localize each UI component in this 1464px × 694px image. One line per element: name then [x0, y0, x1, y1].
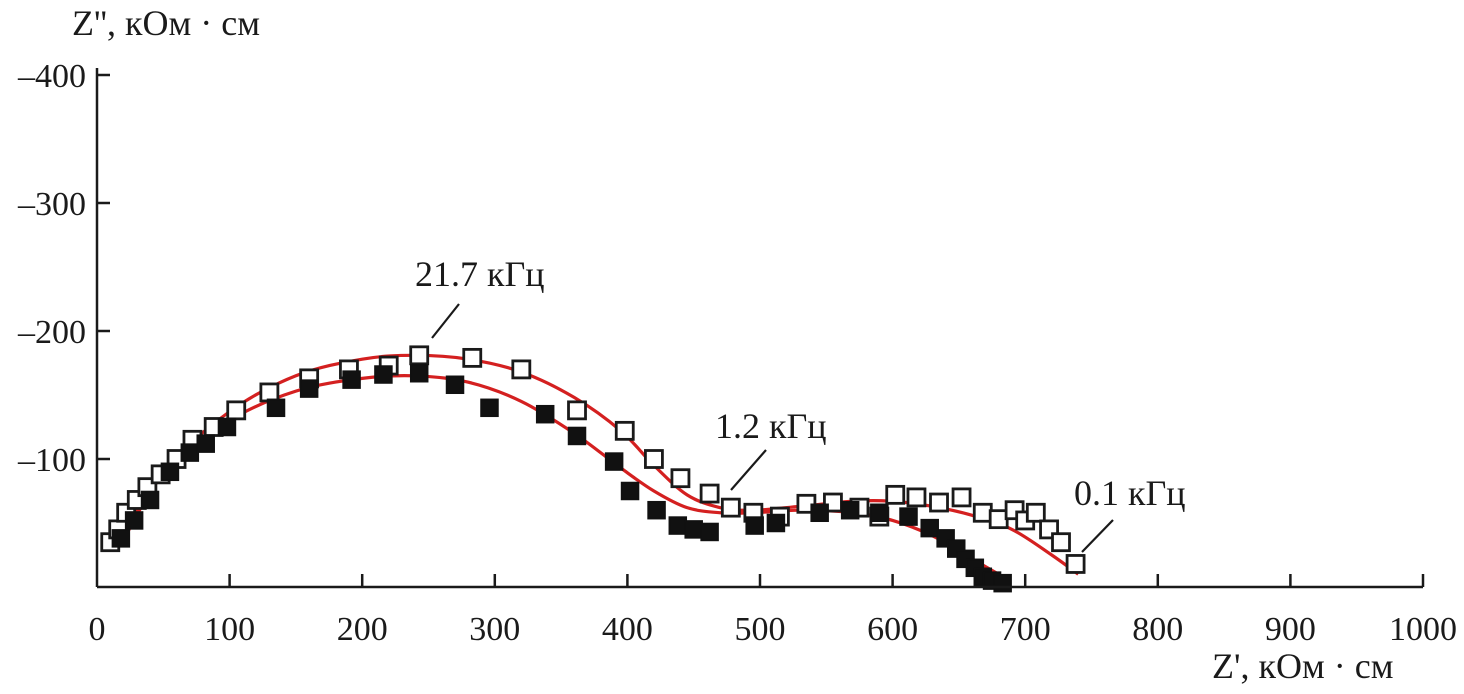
- y-axis-label: Z'', кОм · см: [72, 3, 260, 43]
- x-tick-label: 900: [1265, 611, 1316, 648]
- x-tick-label: 600: [867, 611, 918, 648]
- filled-square-point: [480, 398, 499, 418]
- annotation-0-1-leader: [1081, 519, 1114, 553]
- axis-ticks: 0 100 200 300 400 500 600 700 800 900 1000 –100 –200…: [17, 58, 1457, 648]
- x-tick-label: 500: [735, 611, 786, 648]
- open-square-point: [511, 359, 532, 380]
- filled-square-point: [299, 379, 319, 398]
- filled-square-point: [766, 513, 786, 533]
- filled-square-point: [217, 417, 237, 437]
- open-square-point: [720, 497, 741, 518]
- filled-square-point: [870, 503, 889, 523]
- annotation-1-2-label: 1.2 кГц: [715, 406, 827, 446]
- filled-square-point: [160, 462, 180, 482]
- filled-square-point: [535, 404, 555, 424]
- open-square-point: [567, 400, 587, 421]
- filled-square-point: [840, 500, 860, 520]
- annotation-21-7-label: 21.7 кГц: [415, 254, 545, 294]
- y-tick-label: –400: [17, 58, 86, 95]
- filled-square-point: [180, 443, 200, 462]
- filled-square-point: [745, 516, 764, 535]
- filled-square-point: [567, 426, 587, 446]
- open-square-point: [1065, 554, 1086, 574]
- annotation-1-2: 1.2 кГц: [715, 406, 827, 491]
- filled-square-point: [700, 522, 719, 542]
- data-points: [100, 345, 1086, 593]
- y-axis-label-group: Z'', кОм · см: [72, 3, 260, 43]
- annotation-21-7-leader: [431, 303, 460, 339]
- y-tick-label: –100: [17, 442, 86, 479]
- open-square-point: [670, 468, 691, 489]
- filled-square-point: [684, 520, 703, 539]
- x-tick-label: 700: [1000, 611, 1051, 648]
- filled-square-point: [445, 375, 465, 395]
- annotation-1-2-leader: [730, 449, 767, 491]
- x-tick-label: 200: [337, 611, 388, 648]
- fit-curve-1: [111, 353, 1080, 576]
- open-square-point: [951, 487, 972, 508]
- filled-square-point: [342, 370, 361, 389]
- open-square-point: [1051, 532, 1071, 553]
- x-axis-label: Z', кОм · см: [1212, 646, 1394, 686]
- annotation-0-1: 0.1 кГц: [1074, 473, 1186, 553]
- x-tick-label: 0: [89, 611, 106, 648]
- open-square-point: [462, 347, 483, 368]
- open-square-point: [699, 483, 720, 504]
- open-square-point: [906, 487, 927, 508]
- filled-square-point: [604, 452, 624, 471]
- filled-square-point: [647, 500, 666, 520]
- open-square-point: [885, 484, 906, 505]
- filled-square-point: [409, 363, 429, 383]
- filled-square-point: [899, 507, 918, 526]
- annotation-21-7: 21.7 кГц: [415, 254, 545, 339]
- filled-square-point: [620, 481, 640, 501]
- open-square-point: [226, 400, 247, 421]
- annotation-0-1-label: 0.1 кГц: [1074, 473, 1186, 513]
- open-square-point: [1025, 502, 1046, 523]
- x-tick-label: 100: [204, 611, 255, 648]
- open-square-point: [929, 492, 949, 513]
- filled-square-point: [124, 511, 144, 530]
- open-square-point: [259, 382, 280, 403]
- filled-square-point: [668, 516, 688, 535]
- filled-square-point: [993, 573, 1012, 593]
- x-tick-label: 800: [1132, 611, 1183, 648]
- filled-square-point: [920, 518, 939, 538]
- fit-curve-2: [119, 373, 1000, 576]
- open-square-point: [409, 345, 430, 366]
- filled-square-point: [140, 490, 160, 510]
- open-square-point: [614, 420, 635, 441]
- y-tick-label: –200: [17, 314, 86, 351]
- x-axis-label-group: Z', кОм · см: [1212, 646, 1394, 686]
- x-tick-label: 300: [469, 611, 520, 648]
- open-square-point: [972, 502, 993, 523]
- filled-square-point: [374, 365, 393, 384]
- open-square-point: [644, 449, 664, 469]
- y-tick-label: –300: [17, 186, 86, 223]
- filled-square-point: [266, 398, 286, 418]
- x-tick-label: 400: [602, 611, 653, 648]
- x-tick-label: 1000: [1389, 611, 1457, 648]
- open-square-point: [988, 509, 1009, 530]
- fit-curves: [111, 353, 1080, 576]
- filled-square-point: [810, 503, 829, 523]
- filled-square-point: [111, 529, 131, 548]
- filled-square-point: [196, 434, 215, 453]
